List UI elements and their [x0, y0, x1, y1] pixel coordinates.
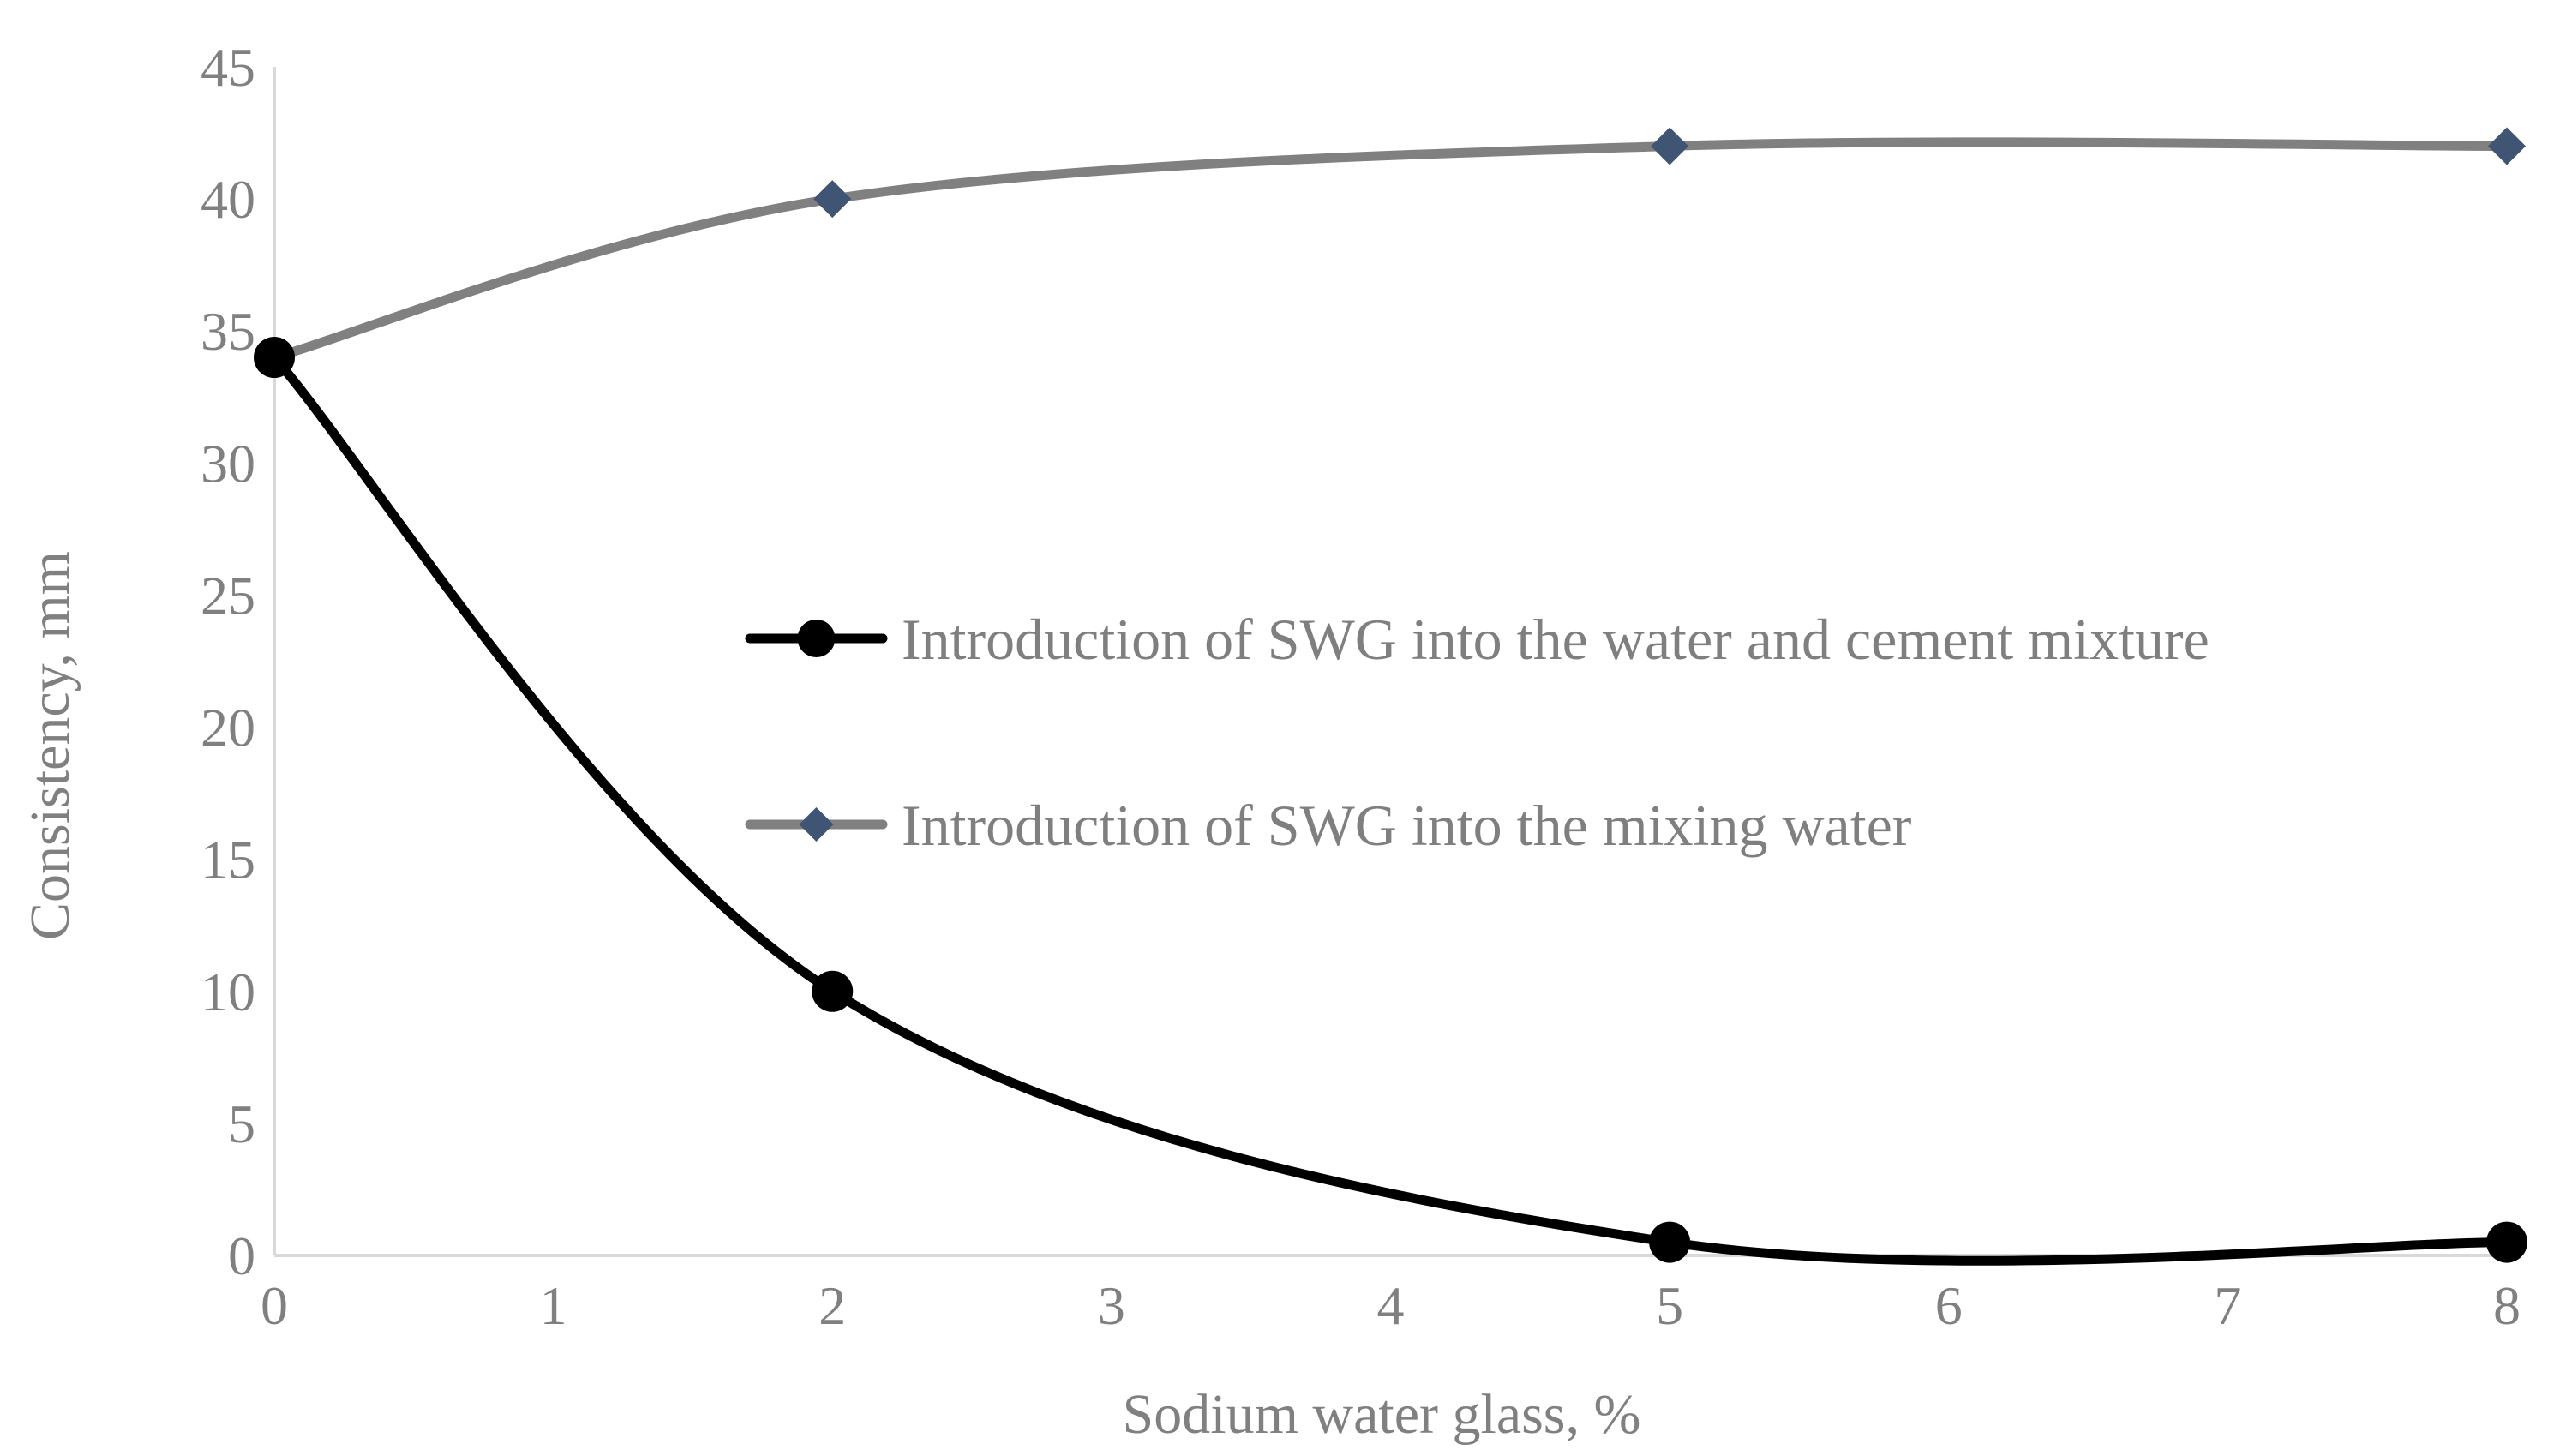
data-point-series-1 — [812, 970, 854, 1012]
x-tick-label: 3 — [1098, 1275, 1125, 1336]
y-tick-label: 25 — [201, 565, 255, 626]
y-axis-title: Consistency, mm — [19, 551, 81, 940]
y-tick-label: 30 — [201, 433, 255, 494]
data-point-series-1 — [1649, 1221, 1691, 1263]
data-point-series-2 — [1651, 127, 1689, 165]
y-tick-label: 20 — [201, 698, 255, 758]
y-tick-label: 40 — [201, 169, 255, 230]
legend-marker-2 — [799, 807, 834, 842]
x-tick-label: 0 — [261, 1275, 288, 1336]
y-tick-label: 0 — [228, 1225, 255, 1286]
legend-label-2: Introduction of SWG into the mixing wate… — [902, 793, 1912, 858]
legend-label-1: Introduction of SWG into the water and c… — [902, 607, 2209, 672]
x-axis-title: Sodium water glass, % — [1123, 1383, 1641, 1446]
x-tick-label: 4 — [1377, 1275, 1405, 1336]
y-tick-label: 35 — [201, 301, 255, 362]
x-tick-label: 6 — [1935, 1275, 1963, 1336]
x-tick-label: 8 — [2493, 1275, 2521, 1336]
data-point-series-1 — [2486, 1221, 2527, 1263]
series-line-2 — [269, 137, 2512, 363]
series-line-1 — [269, 352, 2512, 1266]
data-point-series-2 — [2488, 127, 2526, 165]
x-tick-label: 7 — [2214, 1275, 2241, 1336]
y-tick-label: 15 — [201, 830, 255, 890]
data-point-series-1 — [254, 337, 295, 379]
x-tick-label: 1 — [540, 1275, 567, 1336]
x-tick-label: 5 — [1656, 1275, 1683, 1336]
y-tick-label: 10 — [201, 962, 255, 1022]
x-tick-label: 2 — [818, 1275, 846, 1336]
data-point-series-2 — [813, 180, 852, 219]
y-tick-label: 5 — [228, 1093, 255, 1154]
legend-marker-1 — [797, 620, 836, 657]
y-tick-label: 45 — [201, 37, 255, 98]
